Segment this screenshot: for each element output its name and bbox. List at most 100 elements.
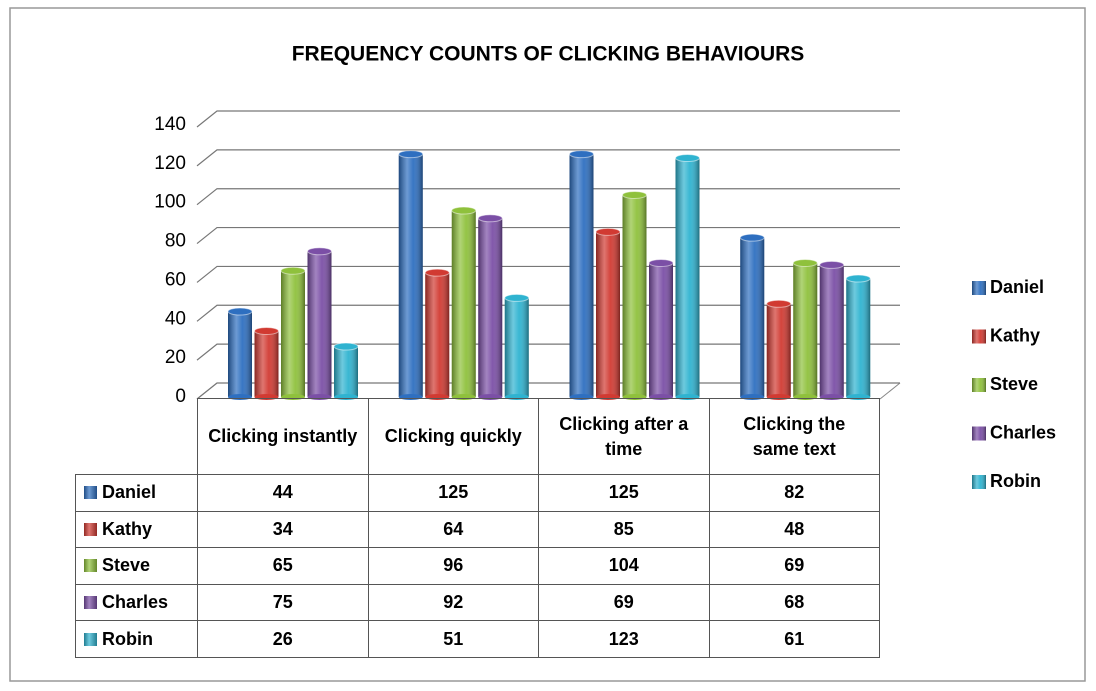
legend-label: Robin — [990, 471, 1041, 491]
bar-shade — [596, 231, 620, 397]
table-value: 123 — [538, 620, 710, 658]
bar-shade — [675, 158, 700, 397]
bar-top — [504, 293, 530, 302]
y-tick-label: 0 — [175, 386, 186, 407]
y-tick-label: 140 — [154, 114, 186, 135]
table-value: 26 — [197, 620, 369, 658]
bar-top — [227, 307, 253, 316]
table-value: 51 — [367, 620, 539, 658]
bar-shade — [281, 270, 305, 397]
bar-top — [280, 266, 306, 275]
table-value: 48 — [708, 510, 880, 549]
table-row: Steve 65 96 104 69 — [75, 547, 880, 585]
chart-title: FREQUENCY COUNTS OF CLICKING BEHAVIOURS — [292, 43, 805, 66]
legend-label: Charles — [990, 422, 1056, 442]
table-swatch — [84, 632, 97, 646]
chart-border — [9, 7, 1086, 682]
table-series-name: Charles — [102, 592, 169, 613]
table-series-name: Kathy — [102, 518, 153, 539]
table-value: 44 — [197, 474, 369, 512]
bar-shade — [504, 297, 529, 397]
legend-swatch-shade — [972, 475, 986, 489]
floor-edge — [879, 382, 901, 400]
bar-top — [622, 190, 647, 199]
table-series-name: Robin — [102, 628, 153, 649]
bar-top — [424, 268, 450, 277]
legend-label: Steve — [990, 374, 1038, 394]
category-label: Clicking quickly — [367, 398, 539, 475]
bar-top — [307, 247, 332, 256]
legend-label: Kathy — [990, 325, 1040, 345]
bar-top — [648, 258, 674, 267]
table-value: 65 — [197, 547, 369, 585]
bar-shade — [846, 278, 871, 397]
bar-shade — [649, 262, 673, 397]
table-value: 61 — [708, 620, 880, 658]
data-table: Clicking instantly Clicking quickly Clicki… — [75, 398, 880, 658]
bar-top — [739, 233, 765, 242]
table-value: 125 — [538, 474, 710, 512]
category-label: Clicking instantly — [197, 398, 369, 475]
y-tick-label: 80 — [165, 231, 186, 252]
bar-top — [675, 154, 700, 163]
table-swatch — [84, 486, 97, 500]
table-value: 104 — [538, 547, 710, 585]
bar-shade — [569, 154, 594, 397]
table-series-cell: Daniel — [75, 474, 198, 512]
bar-shade — [478, 218, 503, 397]
table-value: 34 — [197, 510, 369, 549]
bar-top — [792, 258, 818, 267]
table-series-cell: Robin — [75, 620, 198, 658]
bar-top — [333, 342, 359, 351]
table-row: Robin 26 51 123 61 — [75, 620, 880, 658]
table-row: Charles 75 92 69 68 — [75, 583, 880, 622]
bar-shade — [398, 154, 423, 397]
bar-shade — [451, 210, 476, 397]
bar-top — [477, 214, 503, 223]
bar-shade — [622, 194, 647, 397]
table-header-row: Clicking instantly Clicking quickly Clicki… — [75, 398, 880, 475]
bar-shade — [307, 251, 332, 397]
table-value: 68 — [708, 583, 880, 622]
table-swatch — [84, 596, 97, 610]
table-corner — [75, 398, 198, 475]
legend-swatch-shade — [972, 329, 986, 344]
legend-swatch-shade — [972, 281, 986, 295]
grid-line — [196, 149, 900, 167]
bar-shade — [740, 237, 765, 397]
bar-shade — [228, 311, 252, 397]
table-value: 69 — [538, 583, 710, 622]
legend-swatch-shade — [972, 378, 986, 392]
table-value: 92 — [367, 583, 539, 622]
bar-top — [595, 227, 621, 236]
grid-line — [196, 226, 900, 245]
bar-top — [254, 326, 279, 335]
category-label: Clicking the same text — [708, 398, 880, 475]
table-value: 75 — [197, 583, 369, 622]
grid-line — [196, 110, 900, 128]
bar-top — [569, 150, 594, 159]
table-row: Kathy 34 64 85 48 — [75, 510, 880, 549]
table-series-name: Steve — [102, 555, 151, 576]
table-value: 82 — [708, 474, 880, 512]
table-value: 85 — [538, 510, 710, 549]
bar-shade — [425, 272, 450, 397]
table-series-cell: Steve — [75, 547, 198, 585]
bar-shade — [254, 330, 279, 397]
category-label: Clicking after a time — [538, 398, 710, 475]
table-swatch — [84, 522, 97, 536]
table-row: Daniel 44 125 125 82 — [75, 474, 880, 512]
table-value: 69 — [708, 547, 880, 585]
bar-top — [819, 260, 845, 269]
bar-top — [845, 274, 871, 283]
y-tick-label: 100 — [154, 192, 186, 213]
grid-line — [196, 188, 900, 206]
table-swatch — [84, 559, 97, 573]
legend-swatch-shade — [972, 426, 986, 441]
table-series-cell: Kathy — [75, 510, 198, 549]
table-series-cell: Charles — [75, 583, 198, 622]
bar-shade — [334, 346, 358, 397]
table-series-name: Daniel — [102, 482, 157, 503]
